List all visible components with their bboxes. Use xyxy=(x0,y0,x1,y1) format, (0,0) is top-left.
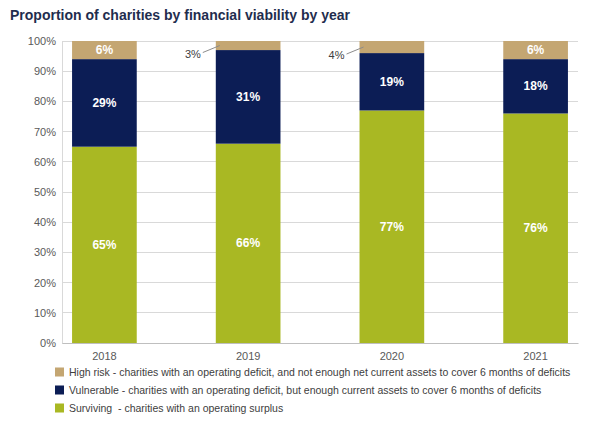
bar xyxy=(503,59,568,113)
data-label: 66% xyxy=(236,236,260,250)
bar xyxy=(360,110,425,343)
data-labels: 65% 66% 77% 76% 29% 31% 19% 18% 6% 3% 4% 6% xyxy=(92,43,548,252)
bar xyxy=(72,41,137,59)
grid-line xyxy=(62,101,578,102)
grid-line xyxy=(62,71,578,72)
legend: High risk - charities with an operating … xyxy=(55,366,570,414)
grid-line xyxy=(62,312,578,313)
x-tick: 2021 xyxy=(523,343,547,362)
y-tick-label: 60% xyxy=(34,156,56,168)
data-label: 6% xyxy=(527,43,545,57)
y-tick-label: 90% xyxy=(34,65,56,77)
y-tick-label: 20% xyxy=(34,277,56,289)
grid-line xyxy=(62,282,578,283)
data-label: 19% xyxy=(380,75,404,89)
chart-svg: Proportion of charities by financial via… xyxy=(0,0,600,424)
data-label: 18% xyxy=(524,79,548,93)
bar xyxy=(216,144,281,343)
y-tick-label: 100% xyxy=(28,35,56,47)
x-axis: 2018 2019 2020 2021 xyxy=(63,343,579,362)
legend-label: Vulnerable - charities with an operating… xyxy=(69,384,541,396)
grid-line xyxy=(62,131,578,132)
legend-swatch xyxy=(55,386,64,395)
y-tick-label: 30% xyxy=(34,246,56,258)
x-tick-label: 2021 xyxy=(523,350,547,362)
legend-swatch xyxy=(55,404,64,413)
y-tick: 20% xyxy=(34,277,62,289)
data-label: 31% xyxy=(236,90,260,104)
y-tick: 90% xyxy=(34,65,62,77)
y-tick: 80% xyxy=(34,95,62,107)
x-tick-label: 2019 xyxy=(236,350,260,362)
leader-line xyxy=(203,46,220,53)
bar xyxy=(360,41,425,53)
y-tick-label: 0% xyxy=(40,337,56,349)
data-label: 29% xyxy=(92,96,116,110)
y-tick-label: 70% xyxy=(34,126,56,138)
grid-line xyxy=(62,41,578,42)
legend-label: High risk - charities with an operating … xyxy=(69,366,570,378)
grid-line xyxy=(62,252,578,253)
bar xyxy=(72,147,137,343)
y-tick: 0% xyxy=(40,337,62,349)
y-axis: 0% 10% 20% 30% 40% 50% 60% 70% 80% 90% 100% xyxy=(28,35,63,349)
y-tick: 70% xyxy=(34,126,62,138)
data-label: 4% xyxy=(329,49,345,61)
chart-title: Proportion of charities by financial via… xyxy=(10,7,351,23)
grid-line xyxy=(62,161,578,162)
grid-line xyxy=(62,343,578,344)
legend-label: Surviving - charities with an operating … xyxy=(69,402,283,414)
bar xyxy=(216,41,281,50)
bars xyxy=(72,41,568,343)
data-label: 3% xyxy=(185,48,201,60)
chart-container: Proportion of charities by financial via… xyxy=(0,0,600,424)
y-tick: 60% xyxy=(34,156,62,168)
data-label: 76% xyxy=(524,221,548,235)
y-tick: 30% xyxy=(34,246,62,258)
x-tick-label: 2018 xyxy=(92,350,116,362)
data-label: 6% xyxy=(96,43,114,57)
bar xyxy=(72,59,137,147)
data-label: 77% xyxy=(380,220,404,234)
x-tick: 2019 xyxy=(236,343,260,362)
y-tick-label: 80% xyxy=(34,95,56,107)
y-tick-label: 50% xyxy=(34,186,56,198)
data-label: 65% xyxy=(92,238,116,252)
grid-line xyxy=(62,222,578,223)
y-tick: 100% xyxy=(28,35,62,47)
grid xyxy=(62,41,578,343)
y-tick-label: 10% xyxy=(34,307,56,319)
y-tick: 50% xyxy=(34,186,62,198)
y-tick-label: 40% xyxy=(34,216,56,228)
y-axis-line xyxy=(62,42,63,344)
y-tick: 10% xyxy=(34,307,62,319)
leader-line xyxy=(347,47,364,54)
bar xyxy=(216,50,281,144)
x-axis-line xyxy=(63,343,579,344)
bar xyxy=(503,113,568,343)
bar xyxy=(503,41,568,59)
x-tick: 2020 xyxy=(380,343,404,362)
legend-swatch xyxy=(55,368,64,377)
grid-line xyxy=(62,192,578,193)
bar xyxy=(360,53,425,110)
y-tick: 40% xyxy=(34,216,62,228)
x-tick: 2018 xyxy=(92,343,116,362)
x-tick-label: 2020 xyxy=(380,350,404,362)
